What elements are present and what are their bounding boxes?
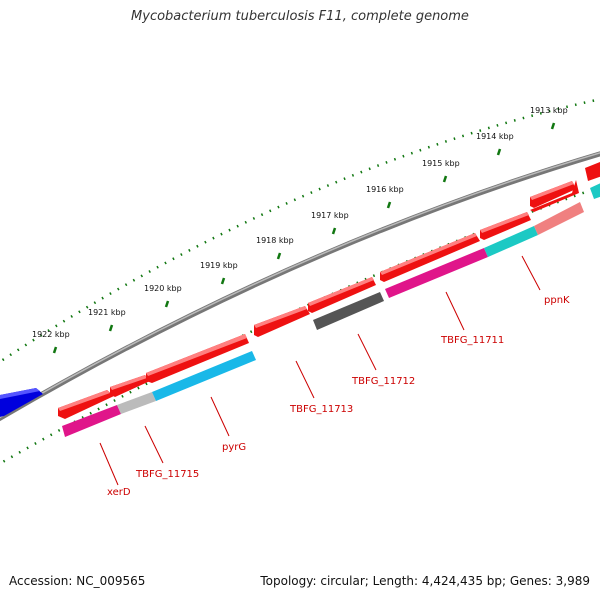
ruler-label: 1916 kbp: [366, 185, 404, 194]
ruler-label: 1919 kbp: [200, 261, 238, 270]
category-track: [62, 183, 600, 437]
ruler-label: 1922 kbp: [32, 330, 70, 339]
cds-arrow-pyrG-shine: [146, 334, 247, 376]
ruler-label: 1915 kbp: [422, 159, 460, 168]
ruler-label: 1920 kbp: [144, 284, 182, 293]
ruler-major-tick: [550, 122, 556, 130]
ruler-major-tick: [442, 175, 448, 183]
blue-feature-highlight: [0, 388, 40, 399]
gene-leader-line: [295, 360, 315, 399]
cds-arrow-TBFG_11713: [254, 306, 310, 337]
category-unnamed-1: [484, 226, 538, 257]
genome-backbone: [0, 151, 600, 422]
cds-arrow-TBFG_11715-shine: [110, 375, 147, 390]
ruler-label: 1917 kbp: [311, 211, 349, 220]
ruler-label: 1918 kbp: [256, 236, 294, 245]
gene-leader-line: [210, 396, 230, 437]
cds-arrow-ppnK: [530, 180, 579, 212]
gene-label[interactable]: TBFG_11712: [351, 376, 415, 387]
gene-label[interactable]: pyrG: [222, 442, 246, 453]
ruler-labels: 1913 kbp 1914 kbp 1915 kbp 1916 kbp 1917 kbp…: [32, 106, 568, 354]
ruler-major-tick: [276, 252, 282, 260]
topology-text: Topology: circular; Length: 4,424,435 bp…: [260, 574, 590, 588]
ruler-major-tick: [220, 277, 226, 285]
cds-arrow-edge: [585, 162, 600, 181]
cds-arrow-unnamed-1-shine: [480, 212, 529, 233]
category-TBFG_11711: [385, 248, 488, 298]
ruler-label: 1921 kbp: [88, 308, 126, 317]
gene-leader-line: [99, 442, 119, 486]
gene-label[interactable]: TBFG_11711: [440, 335, 504, 346]
ruler-major-tick: [331, 227, 337, 235]
gene-label[interactable]: TBFG_11715: [135, 469, 199, 480]
gene-label[interactable]: ppnK: [544, 295, 570, 306]
forward-cds-track: [58, 162, 600, 419]
cds-arrow-ppnK-shine: [530, 181, 574, 200]
gene-leader-line: [445, 291, 465, 331]
accession-text: Accession: NC_009565: [9, 574, 146, 588]
gene-leader-line: [144, 425, 164, 464]
category-edge: [590, 183, 600, 199]
cds-arrow-TBFG_11713-shine: [254, 306, 307, 328]
map-title: Mycobacterium tuberculosis F11, complete…: [131, 9, 469, 24]
gene-leader-line: [357, 333, 377, 371]
category-xerD: [62, 405, 121, 437]
ruler-major-tick: [164, 300, 170, 308]
category-TBFG_11712: [313, 292, 384, 330]
category-ppnK: [534, 202, 584, 235]
cds-arrow-ppnK-body: [530, 181, 576, 208]
gene-label[interactable]: TBFG_11713: [289, 404, 353, 415]
category-pyrG: [152, 351, 256, 401]
genome-backbone-highlight: [0, 152, 600, 419]
cds-arrow-TBFG_11712-shine: [308, 277, 374, 306]
gene-label[interactable]: xerD: [107, 487, 131, 498]
ruler-major-tick: [496, 148, 502, 156]
cds-arrow-TBFG_11715: [110, 375, 150, 397]
ruler-major-tick: [108, 324, 114, 332]
gene-labels: xerD TBFG_11715 pyrG TBFG_11713 TBFG_11712 TB…: [99, 255, 570, 498]
ruler-label: 1914 kbp: [476, 132, 514, 141]
cds-arrow-xerD: [58, 390, 114, 419]
category-TBFG_11715: [117, 392, 156, 414]
ruler-major-tick: [386, 201, 392, 209]
cds-arrow-xerD-shine: [58, 390, 110, 411]
ruler-label: 1913 kbp: [530, 106, 568, 115]
gene-leader-line: [521, 255, 541, 291]
cds-arrow-TBFG_11711: [380, 233, 480, 282]
ruler-major-tick: [52, 346, 58, 354]
cds-arrow-TBFG_11711-shine: [380, 233, 477, 275]
